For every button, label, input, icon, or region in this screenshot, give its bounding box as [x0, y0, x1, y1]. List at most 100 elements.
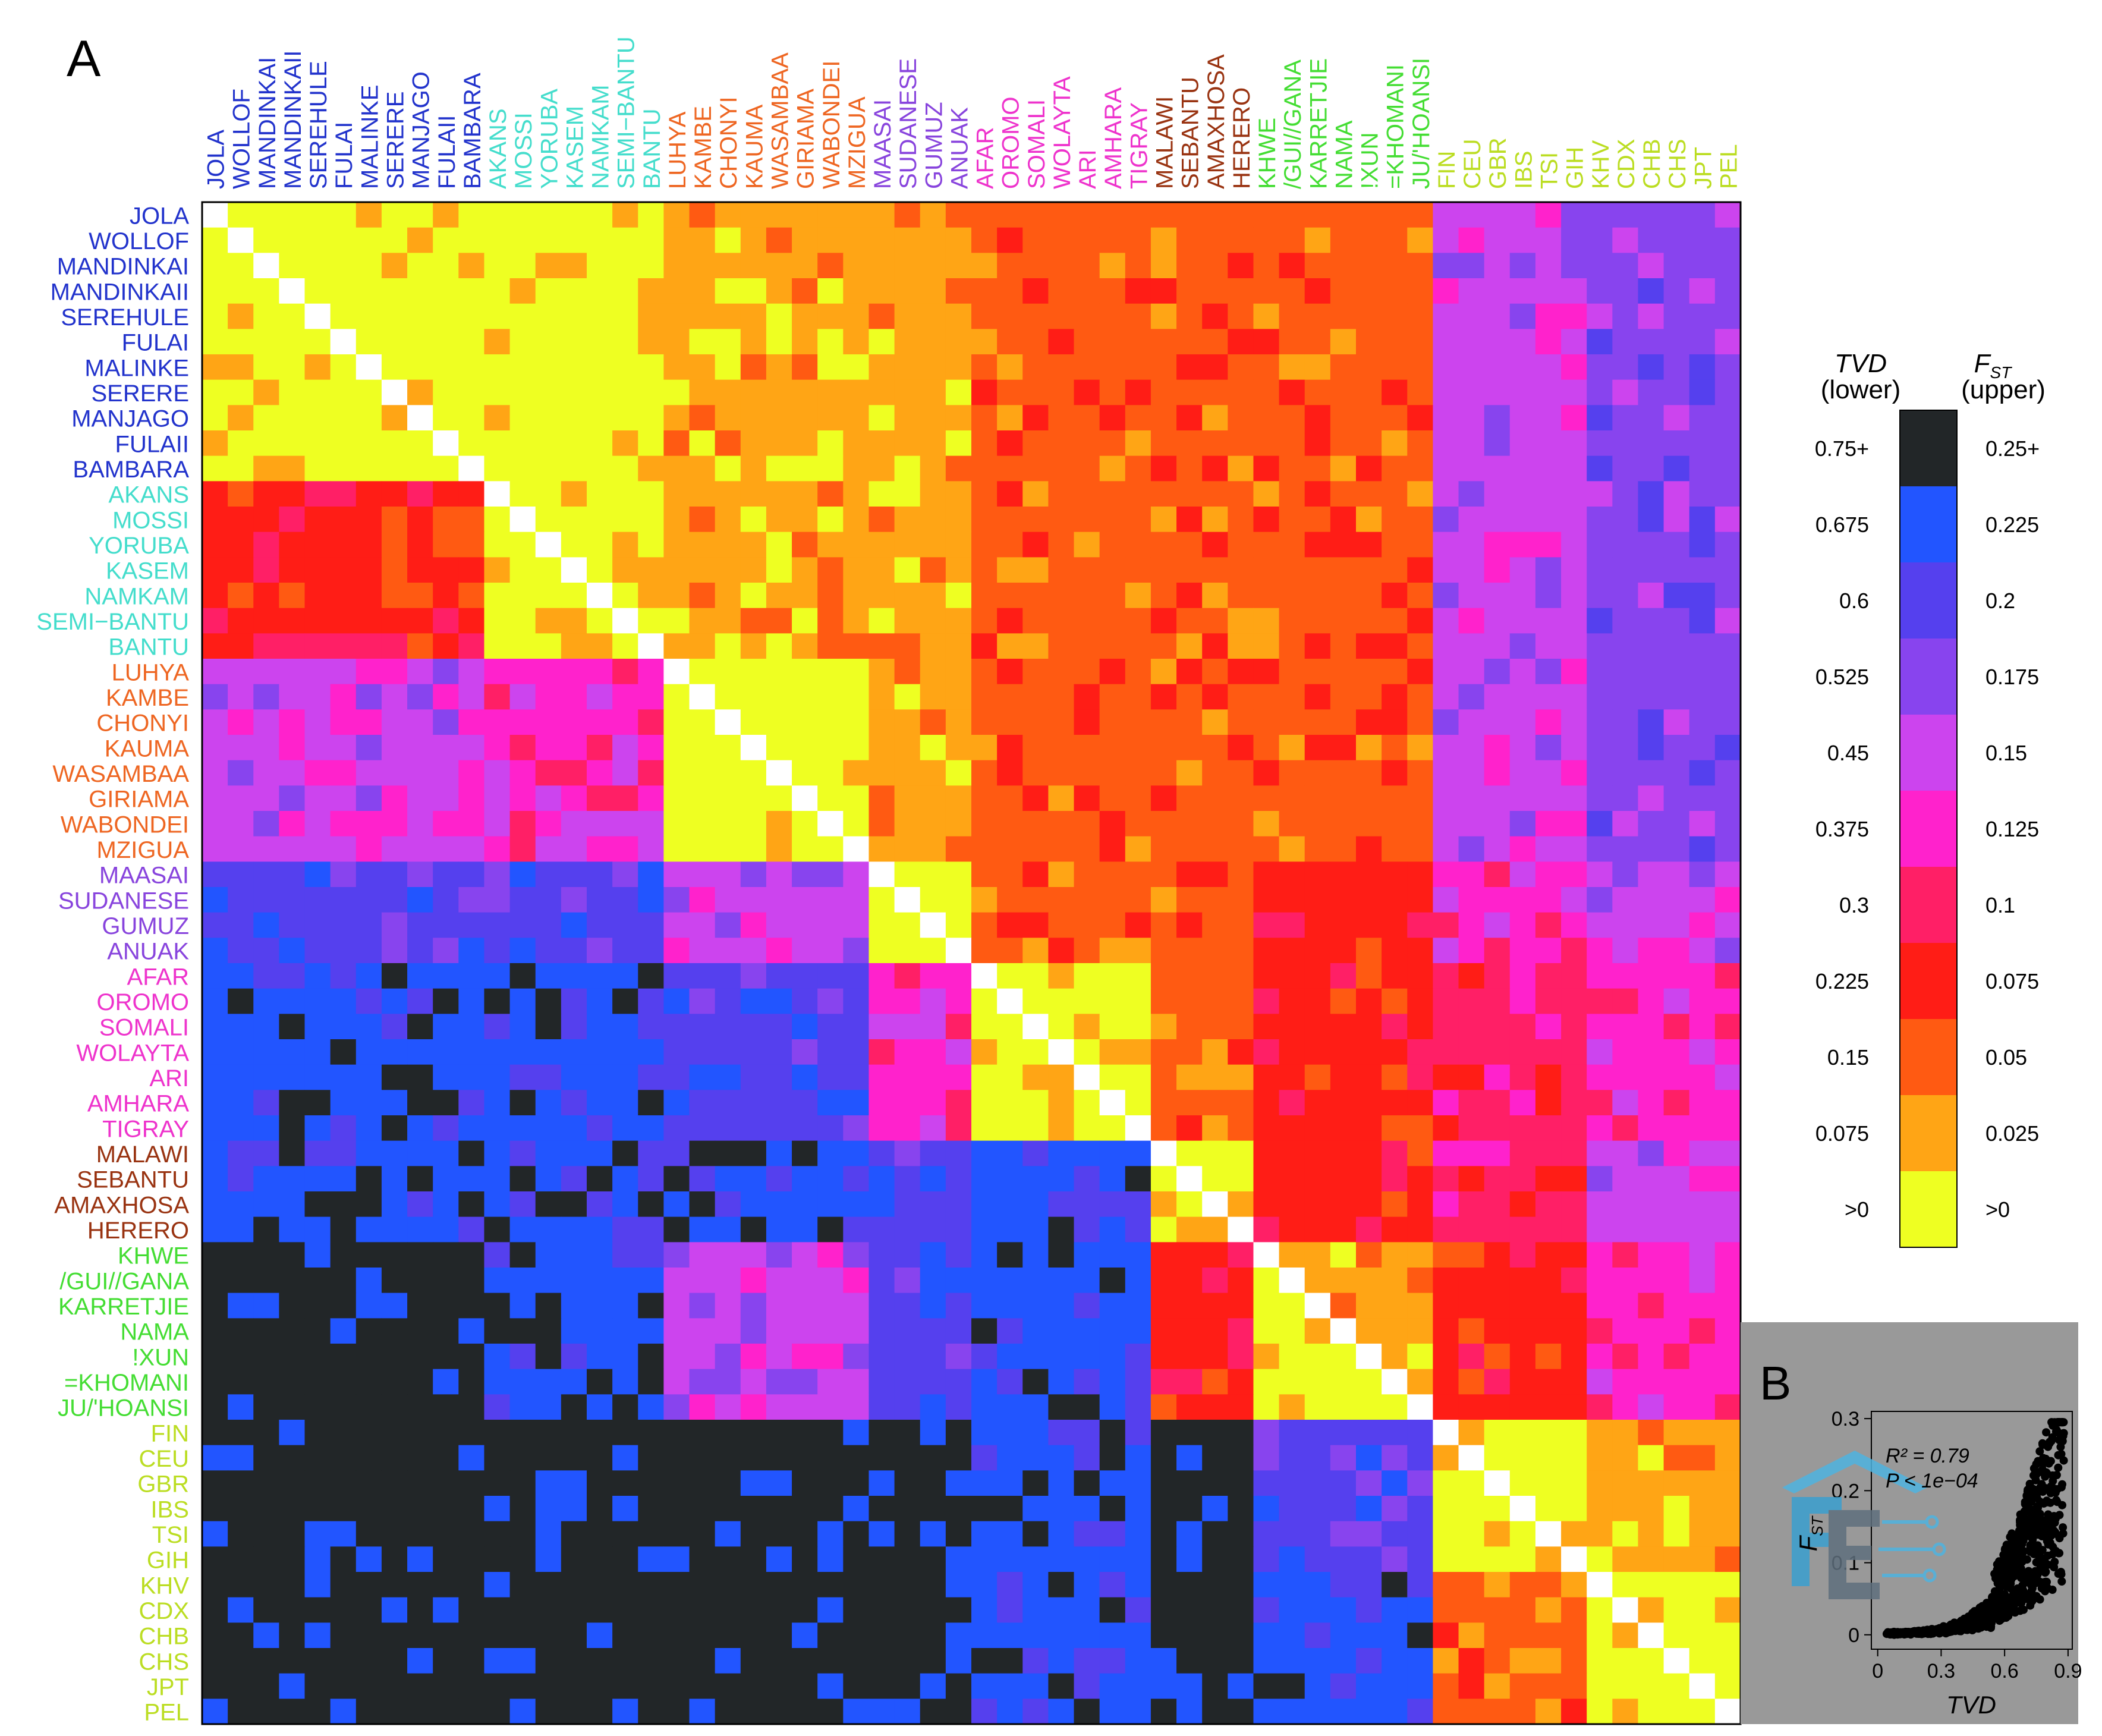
- heatmap-cell: [304, 1090, 331, 1116]
- heatmap-cell: [1074, 811, 1100, 837]
- heatmap-cell: [1638, 1318, 1664, 1344]
- heatmap-cell: [843, 1191, 870, 1218]
- heatmap-cell: [279, 1394, 306, 1420]
- heatmap-cell: [1304, 430, 1331, 457]
- heatmap-cell: [1279, 938, 1305, 964]
- heatmap-cell: [1663, 1242, 1690, 1268]
- heatmap-cell: [843, 1166, 870, 1192]
- heatmap-cell: [945, 684, 972, 710]
- heatmap-cell: [253, 1597, 279, 1623]
- heatmap-cell: [381, 1014, 408, 1040]
- heatmap-cell: [1433, 811, 1459, 837]
- row-label: =KHOMANI: [64, 1370, 189, 1396]
- row-label: CHS: [139, 1649, 189, 1675]
- heatmap-cell: [817, 278, 844, 304]
- heatmap-cell: [1304, 608, 1331, 634]
- heatmap-cell: [355, 329, 382, 355]
- heatmap-cell: [458, 278, 485, 304]
- heatmap-cell: [1202, 633, 1228, 659]
- heatmap-cell: [1176, 709, 1203, 735]
- heatmap-cell: [1638, 1445, 1664, 1471]
- scatter-point: [2007, 1565, 2016, 1574]
- heatmap-cell: [304, 938, 331, 964]
- scatter-point: [2057, 1483, 2066, 1492]
- heatmap-cell: [1125, 1216, 1151, 1243]
- heatmap-cell: [253, 659, 279, 685]
- heatmap-cell: [1407, 354, 1433, 380]
- heatmap-cell: [1484, 760, 1511, 786]
- heatmap-cell: [689, 1268, 716, 1294]
- heatmap-cell: [1099, 227, 1126, 253]
- heatmap-cell: [1279, 202, 1305, 228]
- heatmap-cell: [1433, 912, 1459, 938]
- row-label: FULAI: [122, 330, 189, 356]
- row-label: MOSSI: [112, 507, 189, 533]
- heatmap-cell: [817, 1090, 844, 1116]
- heatmap-cell: [869, 455, 895, 482]
- heatmap-cell: [304, 1648, 331, 1674]
- heatmap-cell: [1099, 1521, 1126, 1547]
- heatmap-cell: [561, 430, 587, 457]
- heatmap-cell: [1561, 1496, 1587, 1522]
- heatmap-cell: [1458, 1014, 1485, 1040]
- heatmap-cell: [1587, 1064, 1613, 1090]
- heatmap-cell: [355, 227, 382, 253]
- heatmap-cell: [1382, 1673, 1408, 1699]
- heatmap-cell: [1587, 963, 1613, 989]
- heatmap-cell: [766, 811, 792, 837]
- heatmap-cell: [1176, 836, 1203, 862]
- heatmap-cell: [458, 1699, 485, 1725]
- heatmap-cell: [740, 583, 767, 609]
- heatmap-cell: [792, 557, 818, 583]
- heatmap-cell: [535, 1673, 562, 1699]
- heatmap-cell: [355, 785, 382, 812]
- heatmap-cell: [381, 633, 408, 659]
- heatmap-cell: [1202, 329, 1228, 355]
- heatmap-cell: [458, 735, 485, 761]
- heatmap-cell: [612, 760, 638, 786]
- heatmap-cell: [715, 1344, 741, 1370]
- heatmap-cell: [279, 1699, 306, 1725]
- heatmap-cell: [1714, 1394, 1741, 1420]
- heatmap-cell: [1099, 1242, 1126, 1268]
- heatmap-cell: [894, 1572, 921, 1598]
- heatmap-cell: [1022, 785, 1049, 812]
- heatmap-cell: [330, 583, 357, 609]
- heatmap-cell: [1407, 507, 1433, 533]
- heatmap-cell: [1484, 1699, 1511, 1725]
- heatmap-cell: [766, 760, 792, 786]
- heatmap-cell: [202, 202, 228, 228]
- heatmap-cell: [1176, 1268, 1203, 1294]
- heatmap-cell: [587, 1673, 613, 1699]
- heatmap-cell: [740, 963, 767, 989]
- heatmap-cell: [1125, 785, 1151, 812]
- heatmap-cell: [304, 760, 331, 786]
- heatmap-cell: [1228, 735, 1254, 761]
- heatmap-cell: [1074, 278, 1100, 304]
- heatmap-cell: [509, 1648, 536, 1674]
- heatmap-cell: [766, 1521, 792, 1547]
- heatmap-cell: [1535, 557, 1562, 583]
- heatmap-cell: [689, 811, 716, 837]
- heatmap-cell: [920, 988, 946, 1014]
- heatmap-cell: [689, 329, 716, 355]
- heatmap-cell: [587, 405, 613, 431]
- fe-logo-node-1: [1925, 1515, 1939, 1529]
- heatmap-cell: [1279, 760, 1305, 786]
- heatmap-cell: [1228, 1420, 1254, 1446]
- row-label: !XUN: [132, 1344, 189, 1370]
- heatmap-cell: [1356, 1140, 1382, 1166]
- heatmap-cell: [1535, 1699, 1562, 1725]
- heatmap-cell: [381, 430, 408, 457]
- heatmap-cell: [1535, 1039, 1562, 1065]
- heatmap-cell: [1279, 379, 1305, 405]
- heatmap-cell: [1228, 836, 1254, 862]
- heatmap-cell: [1561, 583, 1587, 609]
- heatmap-cell: [663, 455, 690, 482]
- heatmap-cell: [689, 735, 716, 761]
- heatmap-cell: [1099, 735, 1126, 761]
- heatmap-cell: [689, 278, 716, 304]
- heatmap-cell: [920, 1064, 946, 1090]
- heatmap-cell: [766, 1369, 792, 1395]
- heatmap-cell: [1663, 583, 1690, 609]
